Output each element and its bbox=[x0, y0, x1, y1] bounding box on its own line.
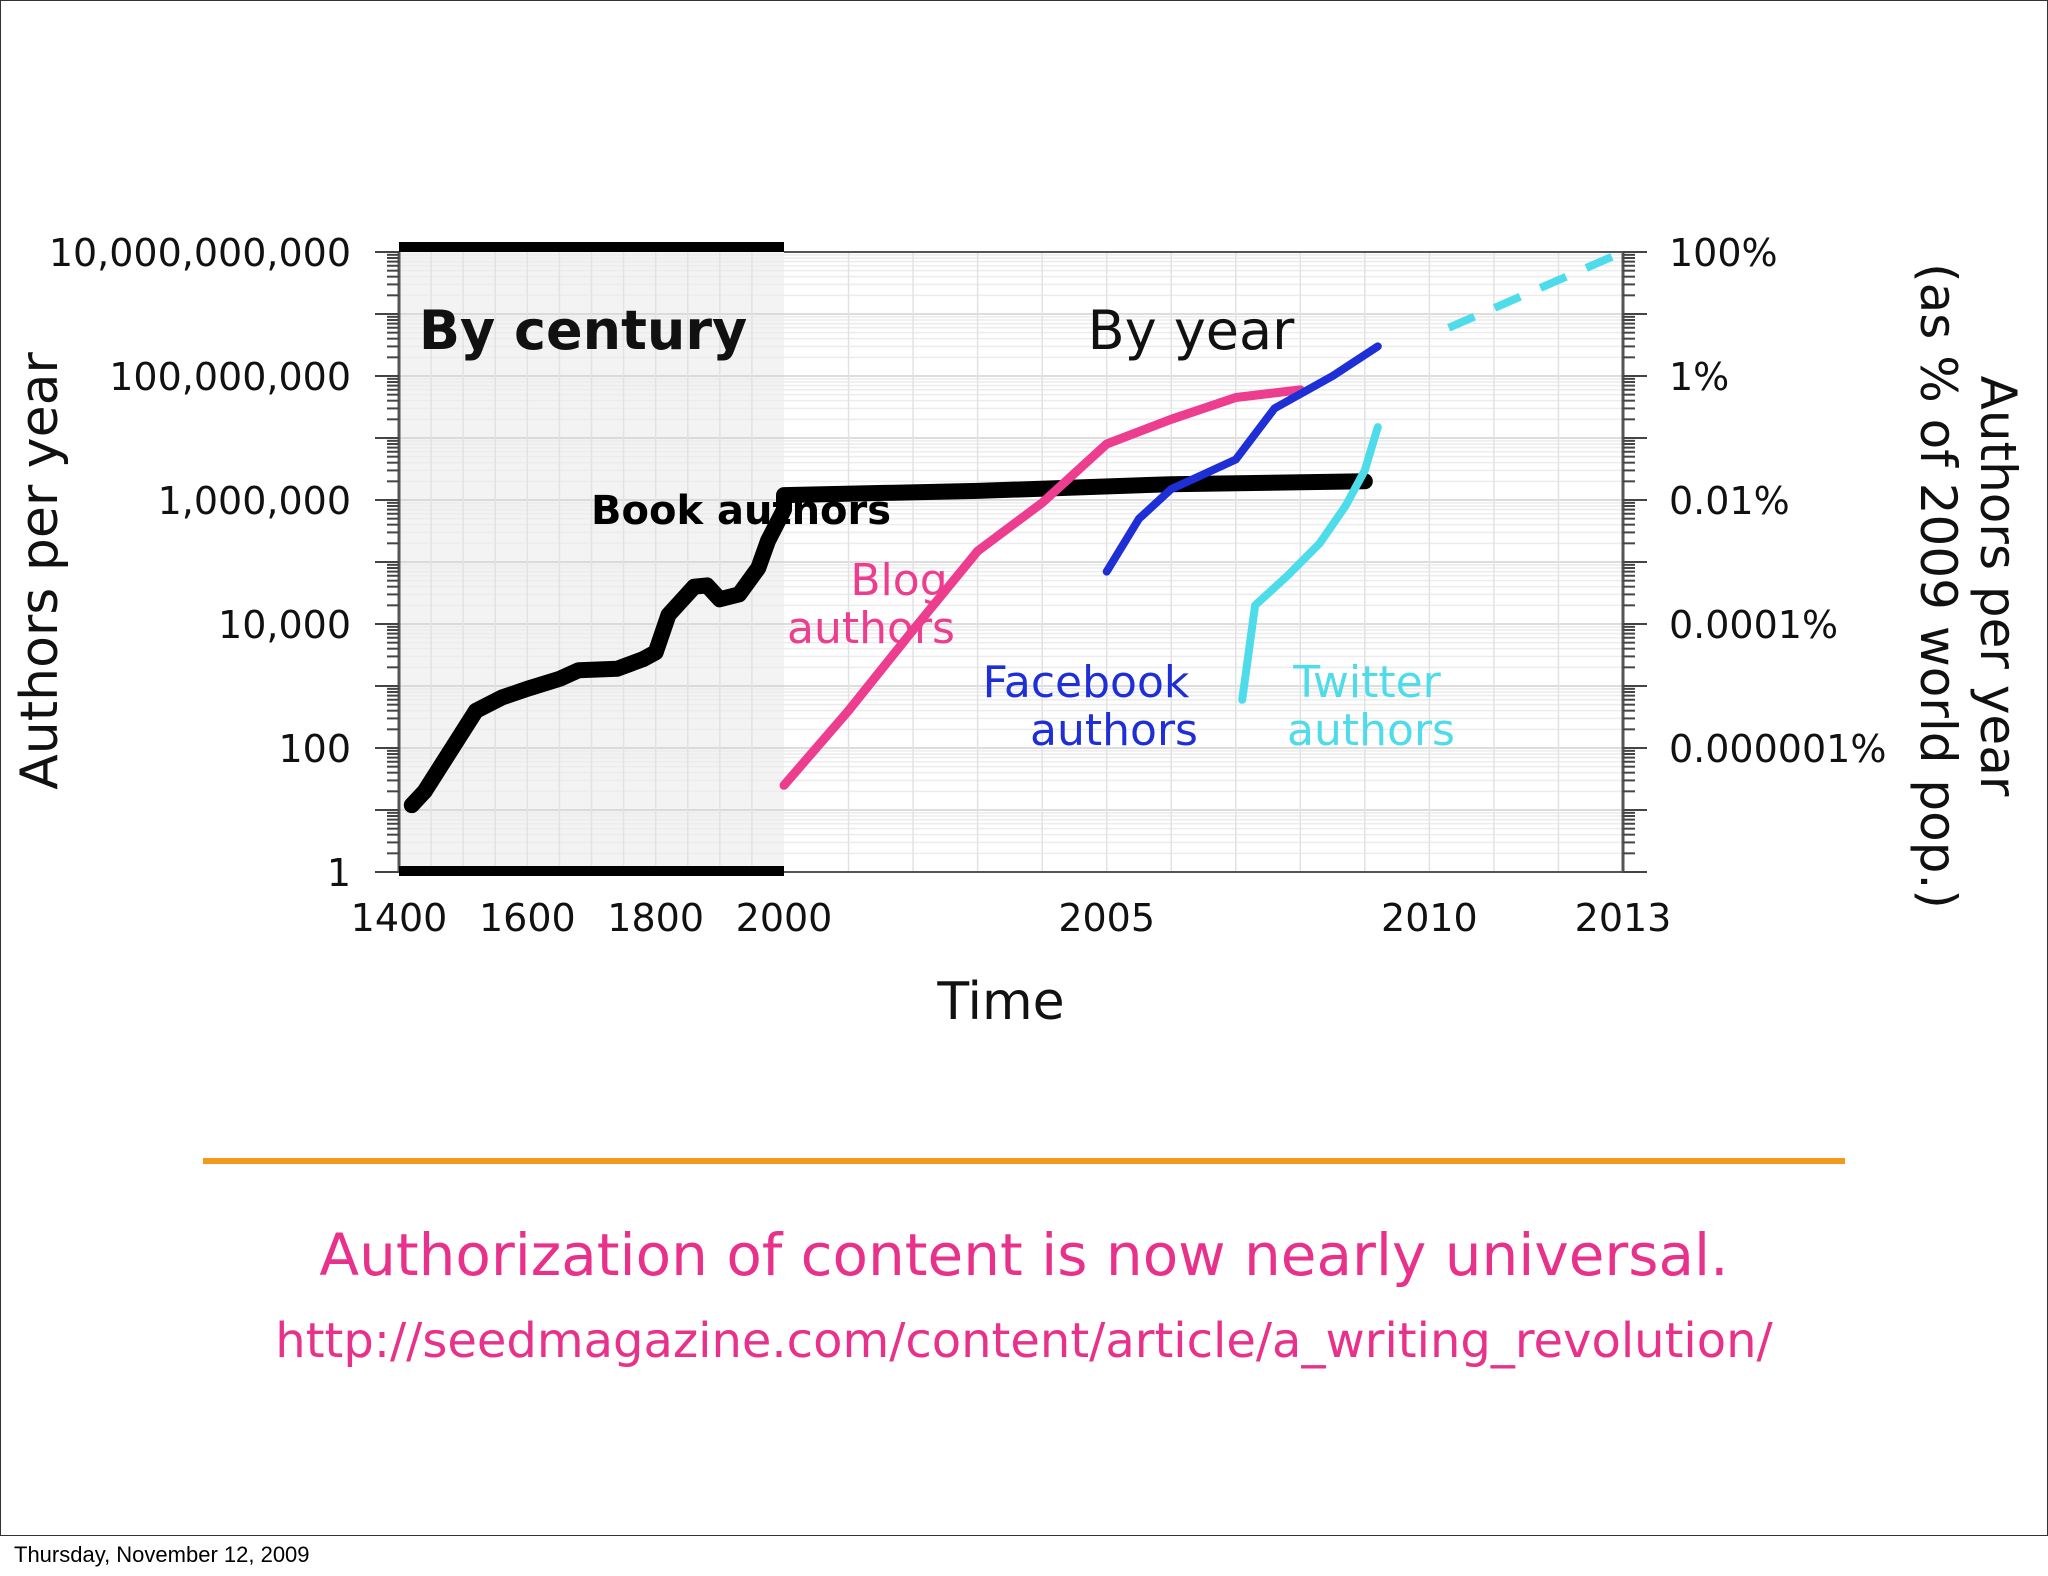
series-book-authors bbox=[403, 473, 1373, 814]
y-axis-title: Authors per year bbox=[10, 352, 70, 790]
footer-date: Thursday, November 12, 2009 bbox=[14, 1542, 310, 1567]
x-tick-label: 1400 bbox=[351, 896, 448, 940]
y2-tick-label: 100% bbox=[1669, 231, 1778, 275]
x-axis-title: Time bbox=[936, 972, 1064, 1032]
y-tick-marks bbox=[375, 251, 1647, 873]
chart: 10,000,000,000 100,000,000 1,000,000 10,000… bbox=[10, 231, 2027, 1032]
caption-title: Authorization of content is now nearly u… bbox=[319, 1221, 1729, 1289]
y2-axis-title-line2: (as % of 2009 world pop.) bbox=[1909, 263, 1967, 909]
annotation-label: Twitter bbox=[1292, 657, 1441, 708]
annotation-label: authors bbox=[787, 603, 955, 654]
annotation-label: Blog bbox=[850, 555, 947, 606]
panel-title-by-century: By century bbox=[419, 299, 747, 362]
x-tick-label: 2010 bbox=[1381, 896, 1478, 940]
y-tick-label: 1 bbox=[327, 851, 351, 895]
x-tick-label: 2005 bbox=[1058, 896, 1155, 940]
series-facebook-authors bbox=[1102, 342, 1382, 576]
panel-title-by-year: By year bbox=[1088, 299, 1295, 362]
x-tick-label: 2000 bbox=[736, 896, 833, 940]
series-projection bbox=[1447, 248, 1625, 332]
annotation-label: authors bbox=[1287, 705, 1455, 756]
y-tick-label: 100 bbox=[278, 727, 351, 771]
y-tick-label: 10,000,000,000 bbox=[49, 231, 351, 275]
slide: 10,000,000,000 100,000,000 1,000,000 10,000… bbox=[0, 0, 2048, 1536]
y-tick-label: 10,000 bbox=[218, 603, 351, 647]
x-tick-label: 2013 bbox=[1575, 896, 1672, 940]
series-twitter-authors bbox=[1238, 423, 1382, 704]
y2-tick-label: 0.0001% bbox=[1669, 603, 1838, 647]
y-tick-label: 100,000,000 bbox=[109, 355, 351, 399]
annotation-label: Book authors bbox=[591, 488, 891, 534]
annotation-label: Facebook bbox=[983, 657, 1190, 708]
caption-url[interactable]: http://seedmagazine.com/content/article/… bbox=[275, 1313, 1773, 1369]
annotation-label: authors bbox=[1030, 705, 1198, 756]
y2-tick-label: 0.01% bbox=[1669, 479, 1790, 523]
y-tick-label: 1,000,000 bbox=[158, 479, 351, 523]
y2-tick-label: 0.000001% bbox=[1669, 727, 1886, 771]
y2-axis-title-line1: Authors per year bbox=[1969, 376, 2027, 797]
y2-tick-label: 1% bbox=[1669, 355, 1729, 399]
series-blog-authors bbox=[779, 385, 1305, 790]
x-tick-label: 1800 bbox=[607, 896, 704, 940]
x-tick-label: 1600 bbox=[479, 896, 576, 940]
divider-line bbox=[203, 1158, 1845, 1164]
grid bbox=[399, 252, 1623, 873]
